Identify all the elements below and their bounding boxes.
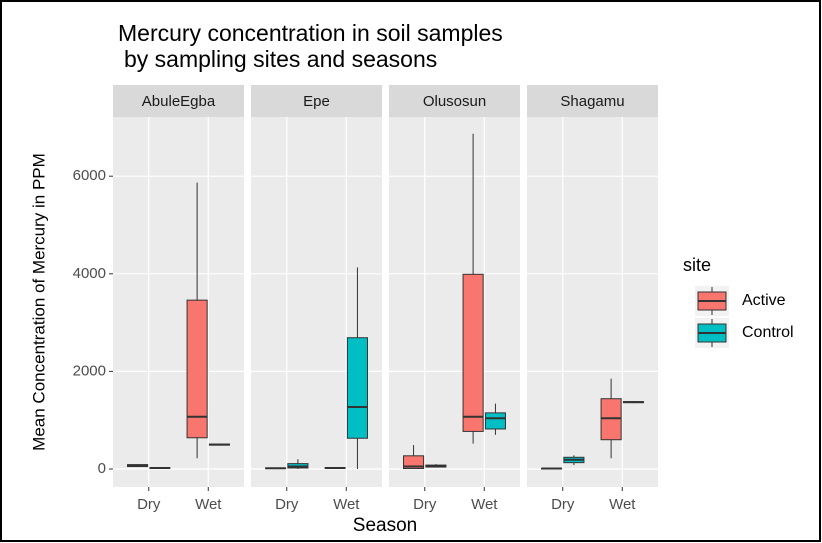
facet-label: Shagamu (560, 93, 624, 110)
y-tick-label: 4000 (73, 265, 106, 282)
x-tick-label: Wet (195, 496, 222, 513)
chart-title: Mercury concentration in soil samples (118, 20, 503, 46)
legend-label: Active (742, 292, 786, 309)
strip-background (527, 85, 658, 117)
x-tick-label: Dry (137, 496, 161, 513)
x-tick-label: Wet (471, 496, 498, 513)
facet-label: Epe (303, 93, 330, 110)
facet-label: Olusosun (423, 93, 486, 110)
legend-title: site (683, 255, 711, 275)
x-tick-label: Dry (551, 496, 575, 513)
y-axis-title: Mean Concentration of Mercury in PPM (29, 153, 48, 451)
box (462, 273, 484, 432)
y-tick-label: 0 (98, 460, 106, 477)
y-tick-label: 2000 (73, 362, 106, 379)
x-tick-label: Wet (609, 496, 636, 513)
x-axis-title: Season (353, 515, 417, 536)
x-tick-label: Wet (333, 496, 360, 513)
x-tick-label: Dry (413, 496, 437, 513)
panel-background (527, 117, 658, 487)
box (186, 299, 208, 439)
box (484, 412, 506, 430)
strip-background (113, 85, 244, 117)
legend-label: Control (742, 324, 794, 341)
panel-background (389, 117, 520, 487)
strip-background (251, 85, 382, 117)
box (403, 455, 425, 470)
box (346, 337, 368, 439)
x-tick-label: Dry (275, 496, 299, 513)
y-tick-label: 6000 (73, 167, 106, 184)
strip-background (389, 85, 520, 117)
facet-label: AbuleEgba (142, 93, 216, 110)
panel-background (113, 117, 244, 487)
chart-title: by sampling sites and seasons (124, 46, 437, 72)
